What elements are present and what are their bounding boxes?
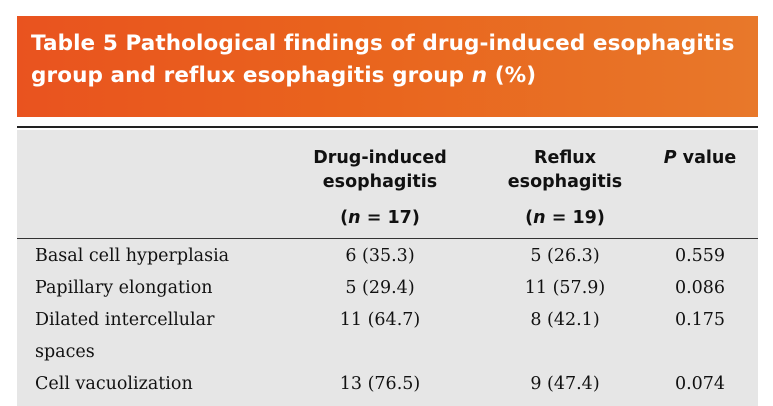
table-title-n-symbol: n [471, 63, 488, 88]
row-label: Basal cell hyperplasia [35, 246, 230, 266]
table-title: Table 5 Pathological findings of drug-in… [31, 28, 744, 92]
data-table [17, 130, 758, 406]
drug-induced-value: 5 (29.4) [345, 278, 415, 298]
paren: ( [340, 208, 349, 228]
row-label: Cell vacuolization [35, 374, 193, 394]
drug-induced-value: 13 (76.5) [339, 374, 421, 394]
header-drug-induced: Drug-induced esophagitis [300, 146, 460, 194]
table-title-line-2-prefix: group and reflux esophagitis group [31, 63, 472, 88]
row-label-continuation: spaces [35, 342, 95, 362]
header-p-value: P value [650, 146, 750, 170]
reflux-value: 9 (47.4) [530, 374, 600, 394]
p-value: 0.086 [674, 278, 726, 298]
reflux-value: 8 (42.1) [530, 310, 600, 330]
n-symbol: n [348, 208, 361, 228]
table-title-line-2: group and reflux esophagitis group n (%) [31, 60, 744, 92]
reflux-value: 5 (26.3) [530, 246, 600, 266]
table-title-line-1: Table 5 Pathological findings of drug-in… [31, 31, 735, 56]
table-top-rule [17, 126, 758, 128]
header-reflux-line-2: esophagitis [507, 172, 623, 192]
p-value: 0.175 [674, 310, 726, 330]
drug-induced-value: 6 (35.3) [345, 246, 415, 266]
paren: ( [525, 208, 534, 228]
reflux-value: 11 (57.9) [524, 278, 606, 298]
header-drug-induced-n: (n = 17) [300, 206, 460, 230]
n-symbol: n [533, 208, 546, 228]
row-label: Dilated intercellular [35, 310, 215, 330]
row-label: Papillary elongation [35, 278, 213, 298]
header-reflux-n: (n = 19) [490, 206, 640, 230]
header-rule [17, 238, 758, 239]
n-value: = 19) [545, 208, 605, 228]
p-value: 0.559 [674, 246, 726, 266]
header-drug-induced-line-1: Drug-induced [313, 148, 447, 168]
p-value: 0.074 [674, 374, 726, 394]
header-reflux-line-1: Reflux [533, 148, 597, 168]
p-symbol: P [663, 148, 677, 168]
header-drug-induced-line-2: esophagitis [322, 172, 438, 192]
n-value: = 17) [360, 208, 420, 228]
drug-induced-value: 11 (64.7) [339, 310, 421, 330]
table-title-banner: Table 5 Pathological findings of drug-in… [17, 16, 758, 117]
header-p-value-label: value [676, 148, 737, 168]
table-title-line-2-suffix: (%) [487, 63, 537, 88]
header-reflux: Reflux esophagitis [490, 146, 640, 194]
